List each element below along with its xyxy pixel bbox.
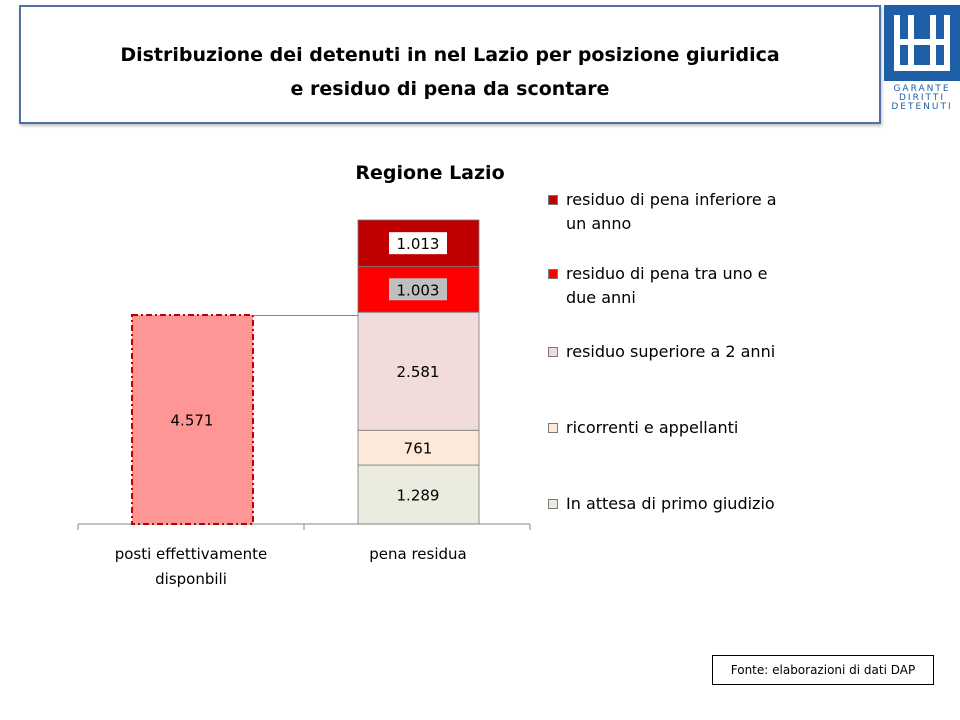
bar-segment-superiore [357,311,480,431]
category-label: posti effettivamente [115,545,268,563]
legend-item: ricorrenti e appellanti [548,416,793,440]
legend-label: In attesa di primo giudizio [566,494,775,513]
source-note: Fonte: elaborazioni di dati DAP [712,655,934,685]
title-line-2: e residuo di pena da scontare [290,78,610,100]
logo-text-line: DETENUTI [891,102,952,110]
legend-swatch [548,423,558,433]
legend-item: residuo di pena tra uno e due anni [548,262,793,310]
data-label-attesa: 1.289 [397,487,440,505]
legend-label: residuo di pena inferiore a un anno [566,190,777,233]
data-label-superiore: 2.581 [397,363,440,381]
legend-label: residuo di pena tra uno e due anni [566,264,768,307]
legend-item: residuo di pena inferiore a un anno [548,188,793,236]
legend-swatch [548,195,558,205]
data-label-bg [389,232,447,255]
legend-swatch [548,347,558,357]
legend-item: residuo superiore a 2 anni [548,340,793,364]
legend-item: In attesa di primo giudizio [548,492,793,516]
legend-label: residuo superiore a 2 anni [566,342,776,361]
data-label-ricorrenti: 761 [404,440,433,458]
legend-label: ricorrenti e appellanti [566,418,739,437]
bar-posti [131,313,254,525]
logo-text-line: DIRITTI [899,93,945,103]
data-label-bg [389,278,447,301]
garante-logo: GARANTE DIRITTI DETENUTI [884,5,960,112]
legend-swatch [548,269,558,279]
category-label: pena residua [369,545,467,563]
bar-segment-attesa [357,464,480,525]
legend-swatch [548,499,558,509]
data-label-inferiore: 1.013 [397,235,440,253]
chart-title: Regione Lazio [355,162,505,184]
title-box: Distribuzione dei detenuti in nel Lazio … [19,5,881,124]
title-line-1: Distribuzione dei detenuti in nel Lazio … [120,44,780,66]
data-label-tra_uno_due: 1.003 [397,281,440,299]
category-label: disponbili [155,570,227,588]
bar-segment-ricorrenti [357,429,480,466]
data-label-posti: 4.571 [171,411,214,429]
logo-text-line: GARANTE [893,84,950,94]
